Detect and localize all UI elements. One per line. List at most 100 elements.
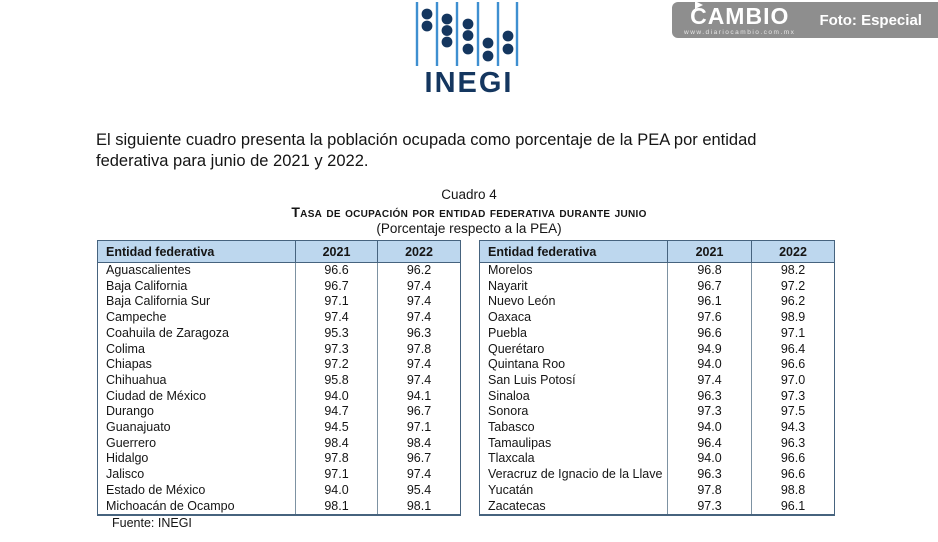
entity-name-cell: Campeche xyxy=(106,310,167,325)
table-row: Morelos 96.8 98.2 xyxy=(480,262,835,279)
value-2022-cell: 97.3 xyxy=(751,388,835,405)
cuadro-label: Cuadro 4 xyxy=(441,187,497,202)
value-2021-cell: 96.8 xyxy=(667,262,752,279)
value-2022-cell: 98.9 xyxy=(751,310,835,326)
cambio-url-text: www.diariocambio.com.mx xyxy=(684,28,796,36)
value-2021-cell: 97.1 xyxy=(295,467,378,483)
value-2021-cell: 98.1 xyxy=(295,498,378,516)
value-2022-cell: 97.4 xyxy=(377,294,461,311)
tables-container: Entidad federativa 2021 2022 Aguascalien… xyxy=(97,240,835,517)
table-row: Zacatecas 97.3 96.1 xyxy=(480,498,835,516)
table-row: Jalisco 97.1 97.4 xyxy=(98,467,461,483)
table-row: Chihuahua 95.8 97.4 xyxy=(98,372,461,389)
value-2021-cell: 96.3 xyxy=(667,467,752,483)
table-row: Oaxaca 97.6 98.9 xyxy=(480,310,835,326)
value-2022-cell: 96.4 xyxy=(751,341,835,358)
value-2021-cell: 97.3 xyxy=(295,341,378,358)
value-2022-cell: 95.4 xyxy=(377,482,461,499)
column-header-2022: 2022 xyxy=(377,240,461,263)
entity-name-cell: Sonora xyxy=(488,404,529,419)
cambio-logo: CAMBIO www.diariocambio.com.mx xyxy=(684,0,796,36)
intro-line-2: federativa para junio de 2021 y 2022. xyxy=(96,152,369,170)
value-2021-cell: 96.1 xyxy=(667,294,752,311)
entity-name-cell: Tlaxcala xyxy=(488,451,535,466)
table-subtitle: (Porcentaje respecto a la PEA) xyxy=(376,221,562,236)
value-2021-cell: 94.0 xyxy=(295,388,378,405)
value-2021-cell: 96.7 xyxy=(667,278,752,295)
entity-name-cell: Jalisco xyxy=(106,467,145,482)
value-2022-cell: 96.6 xyxy=(751,467,835,483)
entity-name-cell: Sinaloa xyxy=(488,388,530,403)
table-row: Aguascalientes 96.6 96.2 xyxy=(98,262,461,279)
table-row: Puebla 96.6 97.1 xyxy=(480,325,835,342)
value-2022-cell: 98.4 xyxy=(377,435,461,452)
table-row: Quintana Roo 94.0 96.6 xyxy=(480,357,835,373)
entity-name-cell: Guanajuato xyxy=(106,420,171,435)
inegi-logo-text: INEGI xyxy=(424,67,514,99)
value-2022-cell: 97.4 xyxy=(377,467,461,483)
column-header-entity: Entidad federativa xyxy=(479,240,668,263)
table-row: Michoacán de Ocampo 98.1 98.1 xyxy=(98,498,461,516)
entity-name-cell: Quintana Roo xyxy=(488,357,566,372)
table-row: Tlaxcala 94.0 96.6 xyxy=(480,451,835,468)
value-2022-cell: 98.1 xyxy=(377,498,461,516)
entity-name-cell: Oaxaca xyxy=(488,310,532,325)
value-2021-cell: 97.3 xyxy=(667,498,752,516)
table-row: Durango 94.7 96.7 xyxy=(98,404,461,421)
intro-paragraph: El siguiente cuadro presenta la població… xyxy=(96,130,886,172)
header-row: Entidad federativa 2021 2022 xyxy=(479,240,835,263)
entity-name-cell: San Luis Potosí xyxy=(488,372,576,387)
value-2022-cell: 97.1 xyxy=(377,420,461,436)
value-2022-cell: 97.5 xyxy=(751,404,835,421)
table-row: Guerrero 98.4 98.4 xyxy=(98,435,461,452)
entity-name-cell: Chihuahua xyxy=(106,372,167,387)
value-2021-cell: 94.0 xyxy=(667,420,752,436)
entity-name-cell: Durango xyxy=(106,404,154,419)
entity-name-cell: Nayarit xyxy=(488,278,528,293)
value-2022-cell: 97.0 xyxy=(751,372,835,389)
value-2021-cell: 97.8 xyxy=(667,482,752,499)
table-row: Nayarit 96.7 97.2 xyxy=(480,278,835,295)
inegi-abacus-logo-icon xyxy=(399,2,539,68)
entity-name-cell: Guerrero xyxy=(106,435,157,450)
entity-name-cell: Estado de México xyxy=(106,482,206,497)
table-row: Baja California 96.7 97.4 xyxy=(98,278,461,295)
table-row: San Luis Potosí 97.4 97.0 xyxy=(480,372,835,389)
entity-name-cell: Coahuila de Zaragoza xyxy=(106,325,229,340)
entity-name-cell: Michoacán de Ocampo xyxy=(106,498,235,513)
right-entity-table: Entidad federativa 2021 2022 Morelos 96.8… xyxy=(479,240,835,517)
entity-name-cell: Nuevo León xyxy=(488,294,556,309)
entity-name-cell: Colima xyxy=(106,341,145,356)
value-2021-cell: 98.4 xyxy=(295,435,378,452)
column-header-2021: 2021 xyxy=(667,240,752,263)
table-row: Sonora 97.3 97.5 xyxy=(480,404,835,421)
entity-name-cell: Aguascalientes xyxy=(106,263,191,277)
value-2022-cell: 96.7 xyxy=(377,451,461,468)
table-row: Yucatán 97.8 98.8 xyxy=(480,482,835,499)
value-2022-cell: 96.2 xyxy=(377,262,461,279)
value-2021-cell: 97.8 xyxy=(295,451,378,468)
table-row: Veracruz de Ignacio de la Llave 96.3 96.6 xyxy=(480,467,835,483)
table-row: Ciudad de México 94.0 94.1 xyxy=(98,388,461,405)
cambio-logo-text: CAMBIO xyxy=(690,2,790,29)
value-2021-cell: 96.7 xyxy=(295,278,378,295)
value-2022-cell: 96.6 xyxy=(751,357,835,373)
table-row: Colima 97.3 97.8 xyxy=(98,341,461,358)
value-2022-cell: 97.4 xyxy=(377,357,461,373)
header-row: Entidad federativa 2021 2022 xyxy=(97,240,461,263)
value-2022-cell: 94.3 xyxy=(751,420,835,436)
value-2021-cell: 95.3 xyxy=(295,325,378,342)
value-2022-cell: 96.3 xyxy=(751,435,835,452)
inegi-logo: INEGI xyxy=(399,2,539,98)
table-row: Guanajuato 94.5 97.1 xyxy=(98,420,461,436)
value-2022-cell: 96.3 xyxy=(377,325,461,342)
value-2021-cell: 97.6 xyxy=(667,310,752,326)
value-2021-cell: 97.2 xyxy=(295,357,378,373)
value-2022-cell: 97.4 xyxy=(377,372,461,389)
value-2022-cell: 96.1 xyxy=(751,498,835,516)
table-row: Tamaulipas 96.4 96.3 xyxy=(480,435,835,452)
value-2021-cell: 94.9 xyxy=(667,341,752,358)
table-row: Sinaloa 96.3 97.3 xyxy=(480,388,835,405)
value-2022-cell: 97.4 xyxy=(377,310,461,326)
